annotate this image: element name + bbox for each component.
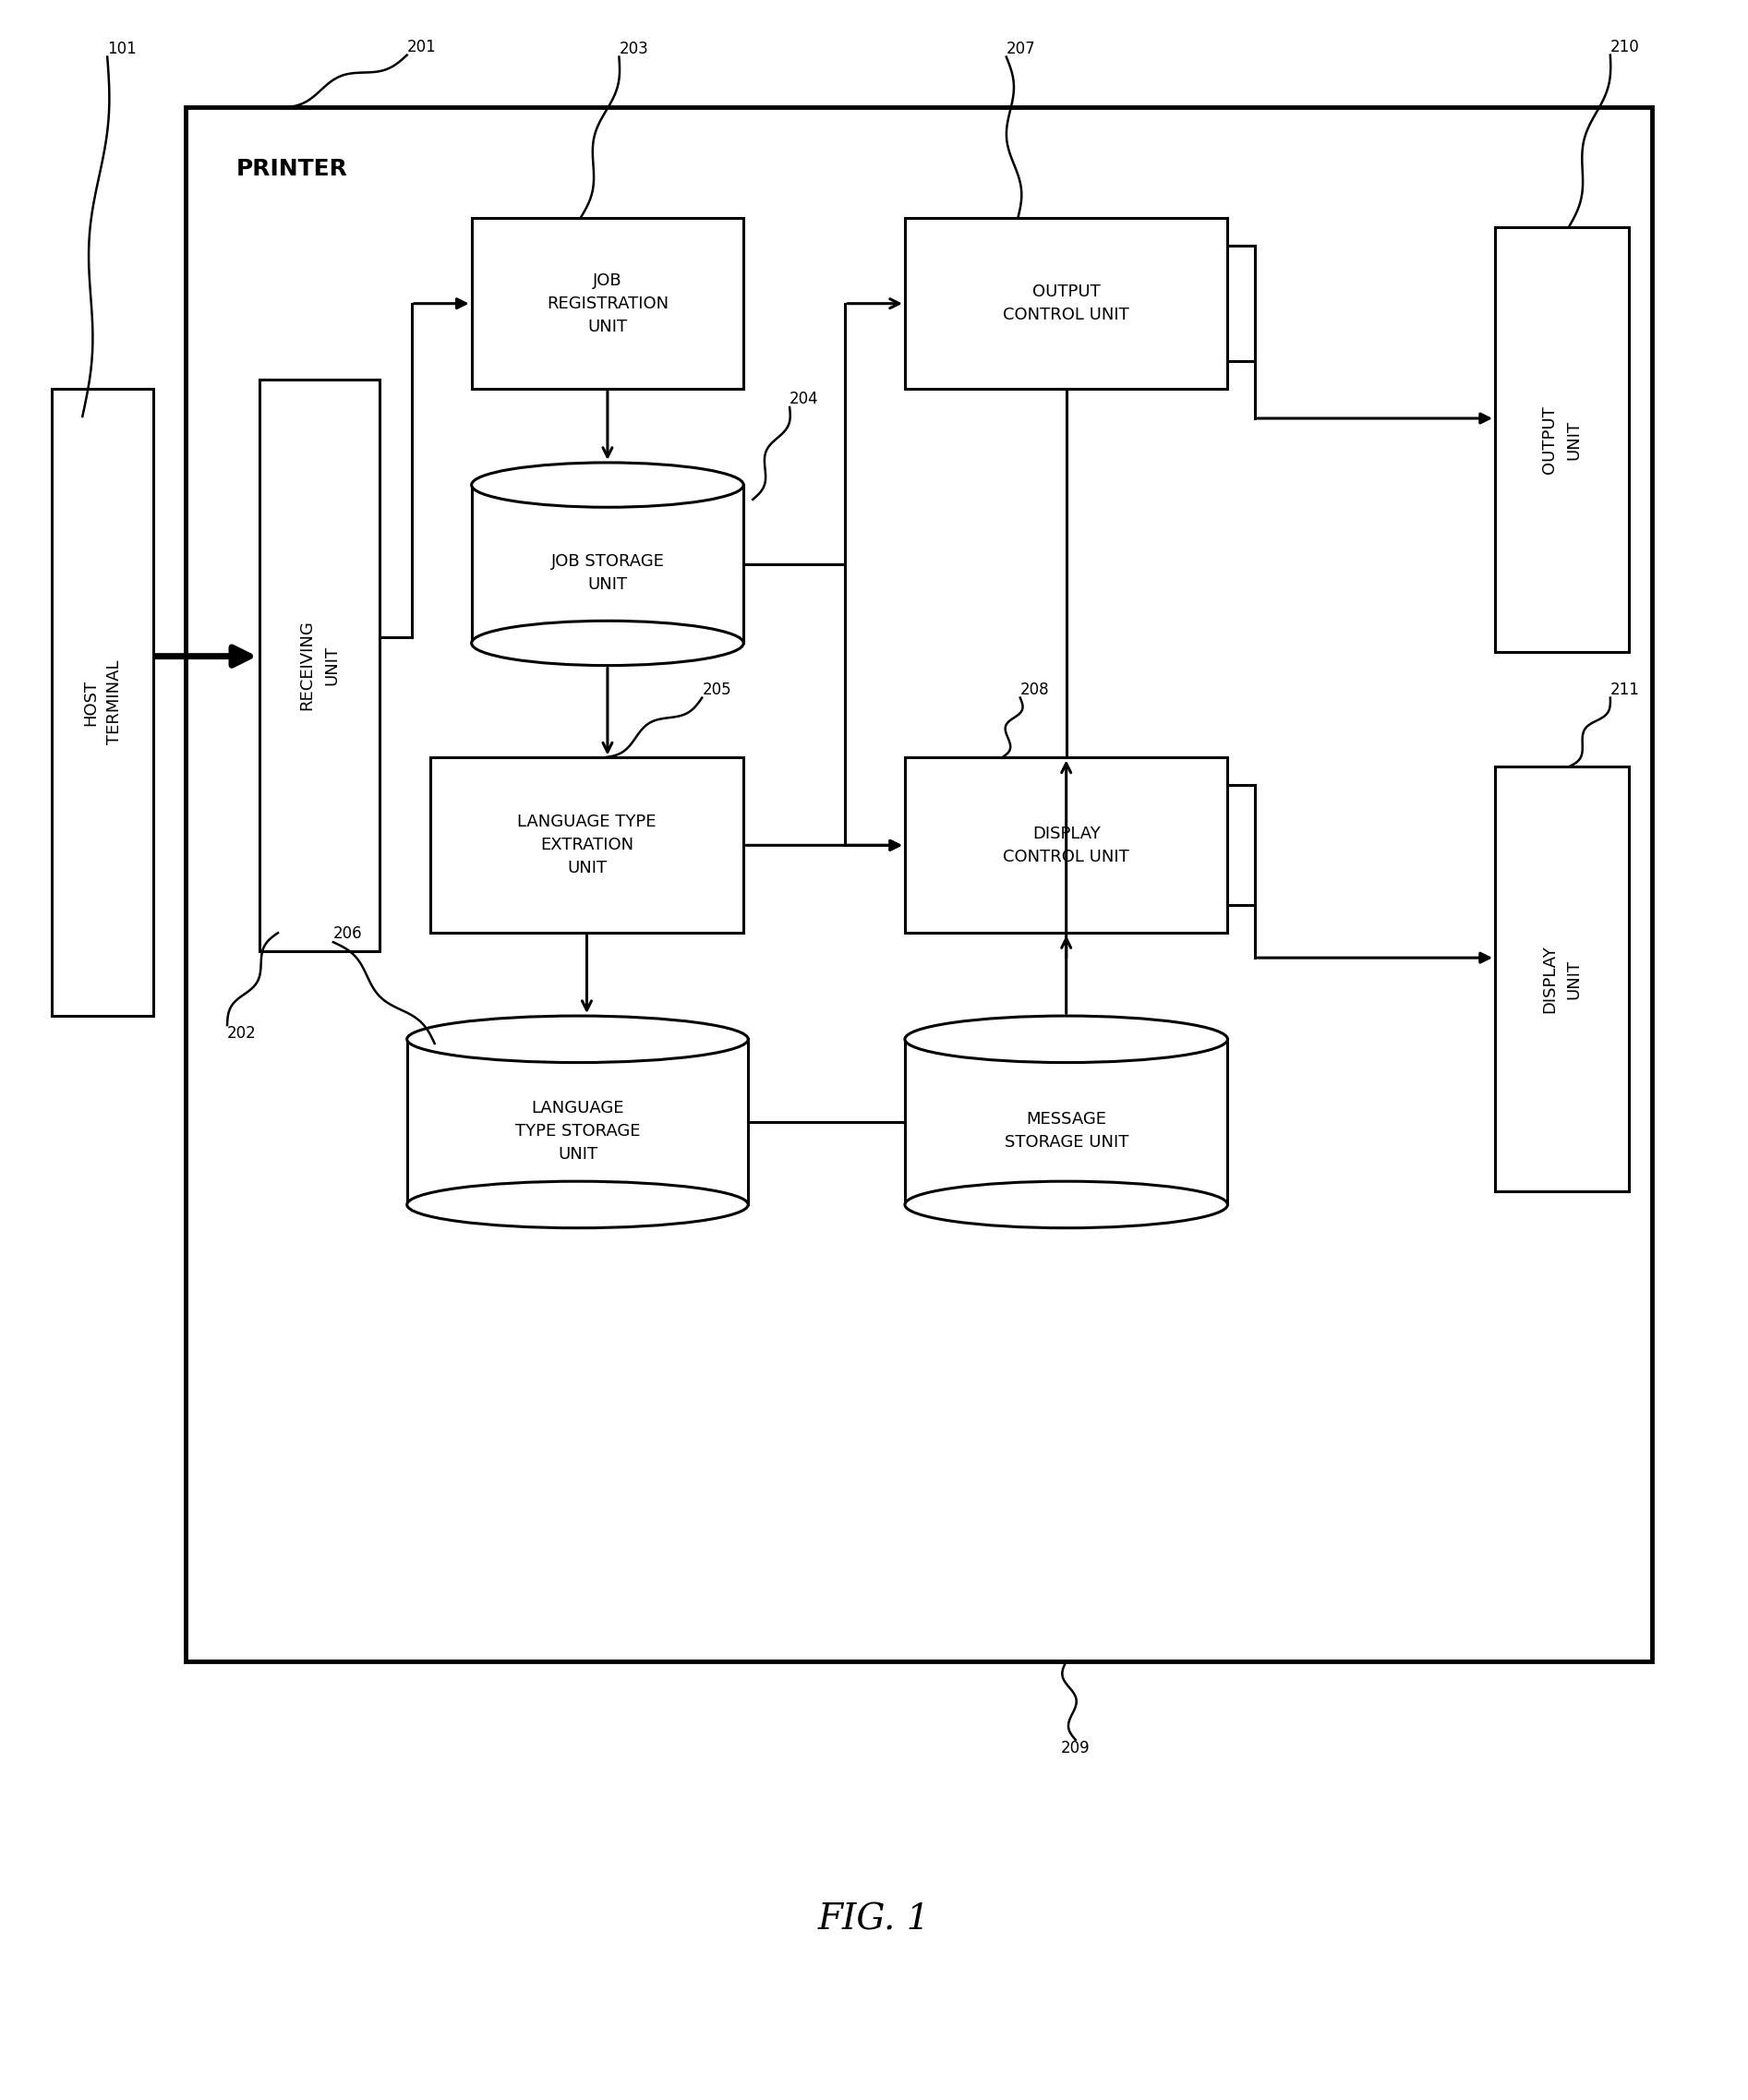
Text: OUTPUT
CONTROL UNIT: OUTPUT CONTROL UNIT bbox=[1003, 284, 1129, 323]
Bar bbox=[407, 1040, 748, 1205]
Text: 202: 202 bbox=[227, 1025, 257, 1042]
Text: FIG. 1: FIG. 1 bbox=[818, 1903, 930, 1936]
Bar bbox=[52, 388, 154, 1016]
Bar bbox=[472, 218, 743, 388]
Text: 204: 204 bbox=[790, 391, 818, 407]
Text: 209: 209 bbox=[1061, 1739, 1091, 1756]
Ellipse shape bbox=[472, 462, 743, 508]
Bar bbox=[1495, 227, 1629, 651]
Ellipse shape bbox=[472, 622, 743, 666]
Text: LANGUAGE TYPE
EXTRATION
UNIT: LANGUAGE TYPE EXTRATION UNIT bbox=[517, 815, 656, 876]
Text: 203: 203 bbox=[619, 40, 649, 57]
Bar bbox=[185, 107, 1652, 1661]
Bar bbox=[1495, 766, 1629, 1191]
Text: RECEIVING
UNIT: RECEIVING UNIT bbox=[299, 620, 339, 710]
Text: 101: 101 bbox=[107, 40, 136, 57]
Text: 207: 207 bbox=[1007, 40, 1035, 57]
Text: DISPLAY
CONTROL UNIT: DISPLAY CONTROL UNIT bbox=[1003, 825, 1129, 865]
Bar bbox=[905, 218, 1227, 388]
Bar bbox=[259, 380, 379, 951]
Text: DISPLAY
UNIT: DISPLAY UNIT bbox=[1542, 945, 1582, 1012]
Ellipse shape bbox=[905, 1016, 1227, 1063]
Text: PRINTER: PRINTER bbox=[236, 158, 348, 181]
Ellipse shape bbox=[407, 1182, 748, 1228]
Bar bbox=[905, 758, 1227, 932]
Bar bbox=[430, 758, 743, 932]
Text: 206: 206 bbox=[334, 926, 362, 943]
Text: 201: 201 bbox=[407, 38, 437, 55]
Ellipse shape bbox=[407, 1016, 748, 1063]
Text: HOST
TERMINAL: HOST TERMINAL bbox=[82, 659, 122, 746]
Text: 211: 211 bbox=[1610, 680, 1640, 697]
Text: 210: 210 bbox=[1610, 38, 1640, 55]
Text: MESSAGE
STORAGE UNIT: MESSAGE STORAGE UNIT bbox=[1003, 1111, 1127, 1151]
Bar bbox=[905, 1040, 1227, 1205]
Bar bbox=[472, 485, 743, 643]
Text: 208: 208 bbox=[1021, 680, 1049, 697]
Ellipse shape bbox=[905, 1182, 1227, 1228]
Text: OUTPUT
UNIT: OUTPUT UNIT bbox=[1542, 405, 1582, 475]
Text: 205: 205 bbox=[703, 680, 731, 697]
Text: JOB
REGISTRATION
UNIT: JOB REGISTRATION UNIT bbox=[547, 273, 668, 334]
Text: JOB STORAGE
UNIT: JOB STORAGE UNIT bbox=[551, 554, 664, 592]
Text: LANGUAGE
TYPE STORAGE
UNIT: LANGUAGE TYPE STORAGE UNIT bbox=[516, 1100, 640, 1163]
